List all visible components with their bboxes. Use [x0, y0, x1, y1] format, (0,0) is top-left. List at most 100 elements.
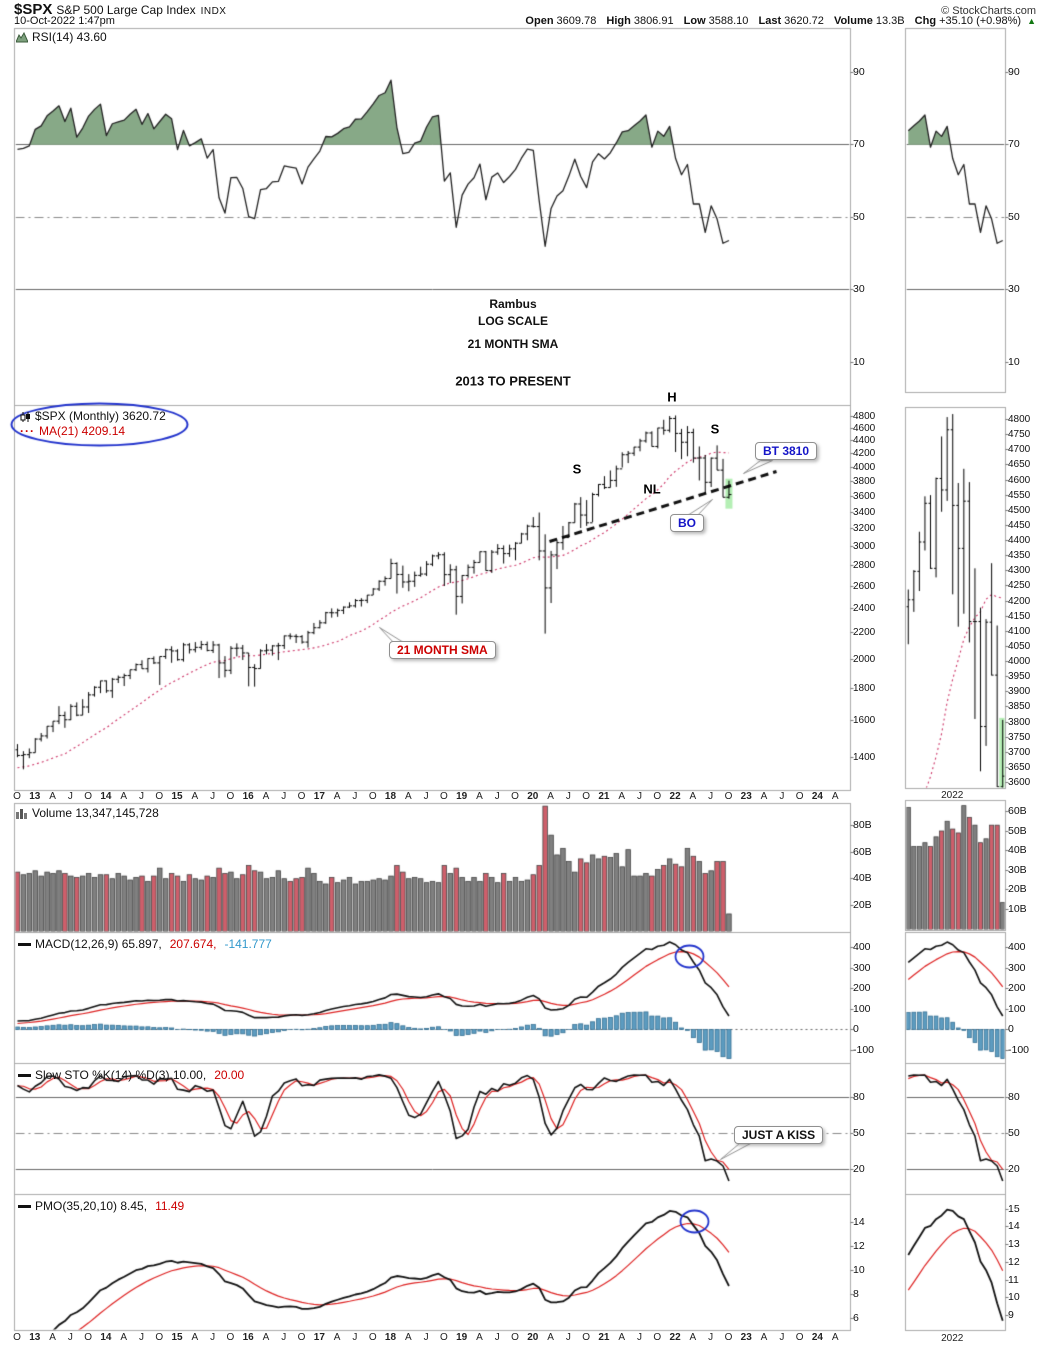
- y-axis-tick: 10: [1008, 355, 1020, 368]
- y-axis-tick: 9: [1008, 1309, 1014, 1321]
- x-axis-tick: J: [352, 791, 358, 802]
- x-axis-tick: J: [565, 1332, 571, 1343]
- x-axis-tick: 22: [669, 791, 681, 802]
- chart-note: 21 MONTH SMA: [467, 337, 559, 351]
- macd-line-icon: [18, 942, 31, 946]
- x-axis-tick: A: [618, 1332, 626, 1343]
- x-axis-tick: O: [368, 1332, 377, 1343]
- x-axis-tick: J: [708, 1332, 714, 1343]
- x-axis-tick: 13: [29, 1332, 41, 1343]
- y-axis-tick: 4350: [1008, 550, 1031, 562]
- volume-legend: Volume 13,347,145,728: [16, 806, 159, 820]
- candlestick-icon: [20, 411, 30, 422]
- last-label: Last: [758, 15, 782, 27]
- x-axis-tick: 14: [100, 791, 112, 802]
- x-axis-tick: A: [760, 791, 768, 802]
- change-up-icon: ▲: [1027, 16, 1036, 26]
- x-axis-tick: A: [120, 1332, 128, 1343]
- y-axis-tick: 70: [853, 138, 865, 151]
- y-axis-tick: 3200: [853, 523, 876, 535]
- price-legend-text: $SPX (Monthly) 3620.72: [35, 409, 166, 423]
- x-axis-tick: 15: [171, 1332, 183, 1343]
- x-axis-tick: A: [120, 791, 128, 802]
- y-axis-tick: 90: [1008, 65, 1020, 78]
- x-axis-tick: J: [67, 791, 73, 802]
- chart-note: Rambus: [489, 297, 537, 311]
- y-axis-tick: 3850: [1008, 701, 1031, 713]
- low-value: 3588.10: [708, 15, 749, 27]
- symbol: $SPX: [14, 1, 53, 18]
- x-axis-tick: 14: [100, 1332, 112, 1343]
- y-axis-tick: 90: [853, 65, 865, 78]
- x-axis-tick: J: [281, 1332, 287, 1343]
- x-axis-tick: J: [210, 791, 216, 802]
- y-axis-tick: 20B: [853, 898, 872, 911]
- x-axis-tick: A: [689, 791, 697, 802]
- header-row-quote: 10-Oct-2022 1:47pm Open 3609.78 High 3806.…: [14, 15, 1036, 27]
- x-axis-tick: O: [724, 791, 733, 802]
- open-value: 3609.78: [556, 15, 597, 27]
- y-axis-tick: 100: [1008, 1002, 1026, 1015]
- x-axis-tick: A: [689, 1332, 697, 1343]
- macd-hist-value: -141.777: [224, 937, 272, 951]
- chart-note: LOG SCALE: [477, 314, 549, 328]
- chg-label: Chg: [914, 15, 937, 27]
- y-axis-tick: 2800: [853, 560, 876, 572]
- x-axis-tick: 15: [171, 791, 183, 802]
- x-axis-tick: O: [13, 1332, 21, 1343]
- y-axis-tick: 30: [1008, 283, 1020, 296]
- pattern-letter: NL: [643, 481, 661, 497]
- y-axis-tick: 4050: [1008, 640, 1031, 652]
- y-axis-tick: 3700: [1008, 746, 1031, 758]
- x-axis-tick: J: [494, 1332, 500, 1343]
- y-axis-tick: 30B: [1008, 863, 1027, 876]
- high-label: High: [606, 15, 631, 27]
- x-axis-tick: J: [67, 1332, 73, 1343]
- x-axis-tick: O: [511, 1332, 519, 1343]
- y-axis-tick: 40B: [853, 872, 872, 885]
- y-axis-tick: 50: [853, 1127, 865, 1139]
- x-axis-tick: 16: [242, 1332, 254, 1343]
- y-axis-tick: 3800: [853, 475, 876, 487]
- y-axis-tick: 1800: [853, 682, 876, 694]
- y-axis-tick: 3650: [1008, 761, 1031, 773]
- y-axis-tick: 4400: [853, 435, 876, 447]
- y-axis-tick: 4500: [1008, 504, 1031, 516]
- x-axis-tick: J: [779, 791, 785, 802]
- y-axis-tick: 50B: [1008, 824, 1027, 837]
- x-axis-tick: A: [191, 791, 199, 802]
- y-axis-tick: 4250: [1008, 580, 1031, 592]
- y-axis-tick: 10: [1008, 1291, 1020, 1304]
- y-axis-tick: 40B: [1008, 844, 1027, 856]
- y-axis-tick: 20: [853, 1163, 865, 1175]
- y-axis-tick: 400: [1008, 941, 1026, 953]
- volume-label-text: Volume 13,347,145,728: [32, 806, 159, 820]
- x-axis-tick: A: [476, 791, 483, 802]
- y-axis-tick: 4300: [1008, 565, 1031, 577]
- low-label: Low: [683, 15, 706, 27]
- exchange: INDX: [200, 6, 227, 17]
- y-axis-tick: -100: [853, 1043, 875, 1056]
- x-axis-tick: 21: [598, 1332, 610, 1343]
- x-axis-tick: 23: [740, 791, 752, 802]
- y-axis-tick: -100: [1008, 1043, 1030, 1056]
- y-axis-tick: 2200: [853, 627, 876, 639]
- x-axis-tick: J: [423, 1332, 429, 1343]
- copyright: © StockCharts.com: [941, 5, 1036, 17]
- x-axis-tick: 24: [811, 1332, 823, 1343]
- y-axis-tick: 2400: [853, 603, 876, 614]
- x-axis-tick: O: [155, 791, 164, 802]
- y-axis-tick: 14: [1008, 1220, 1020, 1233]
- x-axis-tick: A: [49, 791, 56, 802]
- y-axis-tick: 80: [853, 1091, 865, 1103]
- y-axis-tick: 30: [853, 283, 865, 296]
- callout-annotation: BT 3810: [755, 442, 818, 460]
- x-axis-tick: A: [49, 1332, 56, 1343]
- y-axis-tick: 70: [1008, 138, 1020, 151]
- pattern-letter: H: [667, 389, 677, 405]
- y-axis-tick: 0: [1008, 1023, 1014, 1035]
- y-axis-tick: 80B: [853, 819, 872, 832]
- x-axis-tick: O: [368, 791, 377, 802]
- y-axis-tick: 4750: [1008, 429, 1031, 441]
